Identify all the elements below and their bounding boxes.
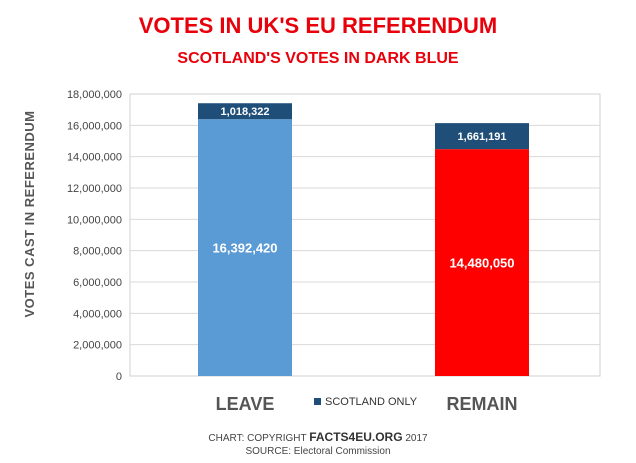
data-labels: 16,392,420 1,018,322 14,480,050 1,661,191 xyxy=(212,106,514,270)
y-tick-label: 8,000,000 xyxy=(73,246,122,258)
y-tick-label: 4,000,000 xyxy=(73,308,122,320)
y-tick-label: 6,000,000 xyxy=(73,277,122,289)
legend-label: SCOTLAND ONLY xyxy=(325,396,418,408)
category-label-leave: LEAVE xyxy=(216,394,275,414)
legend: SCOTLAND ONLY xyxy=(314,396,418,408)
y-axis-ticks: 0 2,000,000 4,000,000 6,000,000 8,000,000 10,… xyxy=(67,89,122,383)
bar-leave-main xyxy=(198,119,292,376)
copyright-year: 2017 xyxy=(403,433,428,444)
data-label-leave-main: 16,392,420 xyxy=(212,241,277,256)
bar-remain-scotland xyxy=(435,123,529,150)
chart-subtitle: SCOTLAND'S VOTES IN DARK BLUE xyxy=(177,50,458,67)
bar-remain-main xyxy=(435,149,529,376)
source-line: SOURCE: Electoral Commission xyxy=(245,446,390,457)
bar-leave-scotland xyxy=(198,103,292,120)
brand-name: FACTS4EU.ORG xyxy=(309,430,402,444)
x-axis-categories: LEAVE REMAIN xyxy=(216,394,518,414)
y-tick-label: 10,000,000 xyxy=(67,214,122,226)
y-tick-label: 2,000,000 xyxy=(73,340,122,352)
legend-swatch xyxy=(314,398,321,405)
data-label-leave-scotland: 1,018,322 xyxy=(221,106,270,118)
y-tick-label: 12,000,000 xyxy=(67,183,122,195)
y-axis-label: VOTES CAST IN REFERENDUM xyxy=(22,110,37,317)
y-tick-label: 16,000,000 xyxy=(67,120,122,132)
data-label-remain-scotland: 1,661,191 xyxy=(458,131,507,143)
bars xyxy=(198,103,529,376)
chart-title: VOTES IN UK'S EU REFERENDUM xyxy=(139,13,498,38)
copyright-prefix: CHART: COPYRIGHT xyxy=(208,433,309,444)
y-tick-label: 18,000,000 xyxy=(67,89,122,101)
category-label-remain: REMAIN xyxy=(447,394,518,414)
y-tick-label: 14,000,000 xyxy=(67,152,122,164)
y-tick-label: 0 xyxy=(116,371,122,383)
data-label-remain-main: 14,480,050 xyxy=(449,256,514,271)
copyright-line: CHART: COPYRIGHT FACTS4EU.ORG 2017 xyxy=(208,430,428,444)
